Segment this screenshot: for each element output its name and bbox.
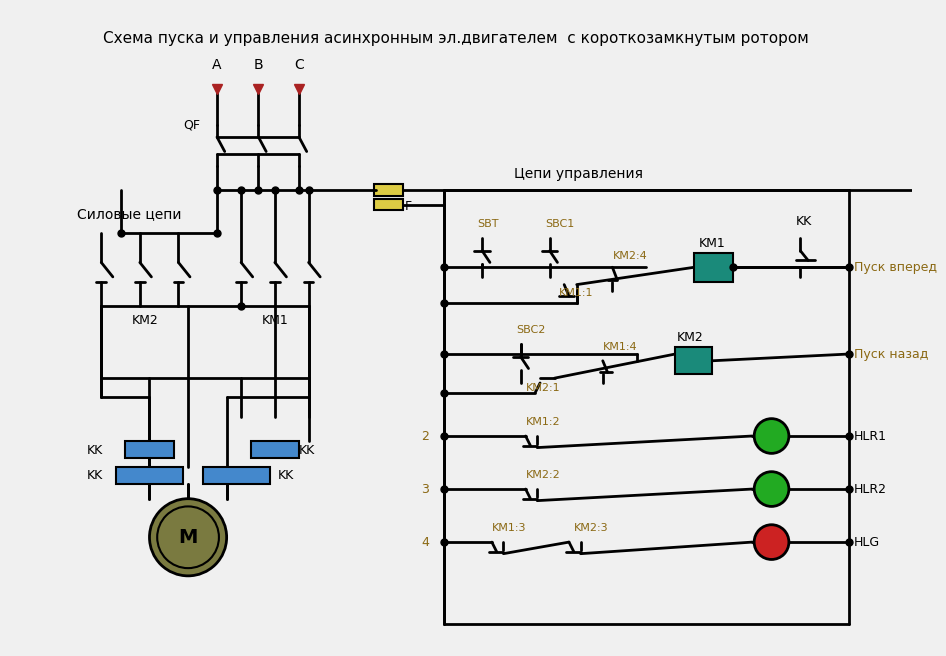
- Text: HLR1: HLR1: [853, 430, 886, 443]
- Text: KK: KK: [299, 444, 315, 457]
- Text: SBC2: SBC2: [516, 325, 545, 335]
- Circle shape: [754, 472, 789, 506]
- Text: KM1: KM1: [261, 314, 289, 327]
- Text: KK: KK: [278, 469, 294, 482]
- Text: Схема пуска и управления асинхронным эл.двигателем  с короткозамкнутым ротором: Схема пуска и управления асинхронным эл.…: [103, 31, 809, 46]
- Bar: [375, 184, 403, 196]
- Text: KM2:1: KM2:1: [526, 383, 560, 393]
- Bar: [251, 441, 299, 458]
- Bar: [375, 199, 403, 211]
- Circle shape: [149, 499, 227, 576]
- Bar: [202, 467, 270, 484]
- Text: Силовые цепи: Силовые цепи: [78, 207, 182, 221]
- Text: KM2: KM2: [677, 331, 704, 344]
- Text: A: A: [212, 58, 221, 72]
- Text: KM2:4: KM2:4: [612, 251, 647, 260]
- Text: HLG: HLG: [853, 535, 880, 548]
- Text: 2: 2: [421, 430, 429, 443]
- Text: B: B: [254, 58, 263, 72]
- Text: Пуск назад: Пуск назад: [853, 348, 928, 361]
- Text: QF: QF: [184, 119, 201, 132]
- Text: KM1:3: KM1:3: [492, 523, 526, 533]
- Text: KM1:4: KM1:4: [603, 342, 638, 352]
- Text: SBT: SBT: [478, 219, 499, 229]
- Text: HLR2: HLR2: [853, 483, 886, 495]
- Text: C: C: [294, 58, 304, 72]
- Text: KM2:3: KM2:3: [574, 523, 608, 533]
- Circle shape: [754, 419, 789, 453]
- Text: KM1:2: KM1:2: [526, 417, 560, 426]
- Text: KM2: KM2: [131, 314, 158, 327]
- Bar: [675, 347, 711, 375]
- Circle shape: [754, 525, 789, 560]
- Bar: [126, 441, 174, 458]
- Text: SBC1: SBC1: [545, 219, 574, 229]
- Bar: [694, 253, 733, 281]
- Text: KM2:2: KM2:2: [526, 470, 560, 480]
- Text: Пуск вперед: Пуск вперед: [853, 260, 937, 274]
- Text: KK: KK: [87, 444, 103, 457]
- Text: 4: 4: [421, 535, 429, 548]
- Text: Цепи управления: Цепи управления: [514, 167, 643, 180]
- Bar: [115, 467, 184, 484]
- Text: KM1:1: KM1:1: [559, 288, 594, 298]
- Text: KK: KK: [87, 469, 103, 482]
- Text: KK: KK: [796, 215, 812, 228]
- Text: KM1: KM1: [699, 237, 726, 250]
- Text: F: F: [405, 200, 412, 213]
- Text: 3: 3: [421, 483, 429, 495]
- Text: M: M: [179, 528, 198, 547]
